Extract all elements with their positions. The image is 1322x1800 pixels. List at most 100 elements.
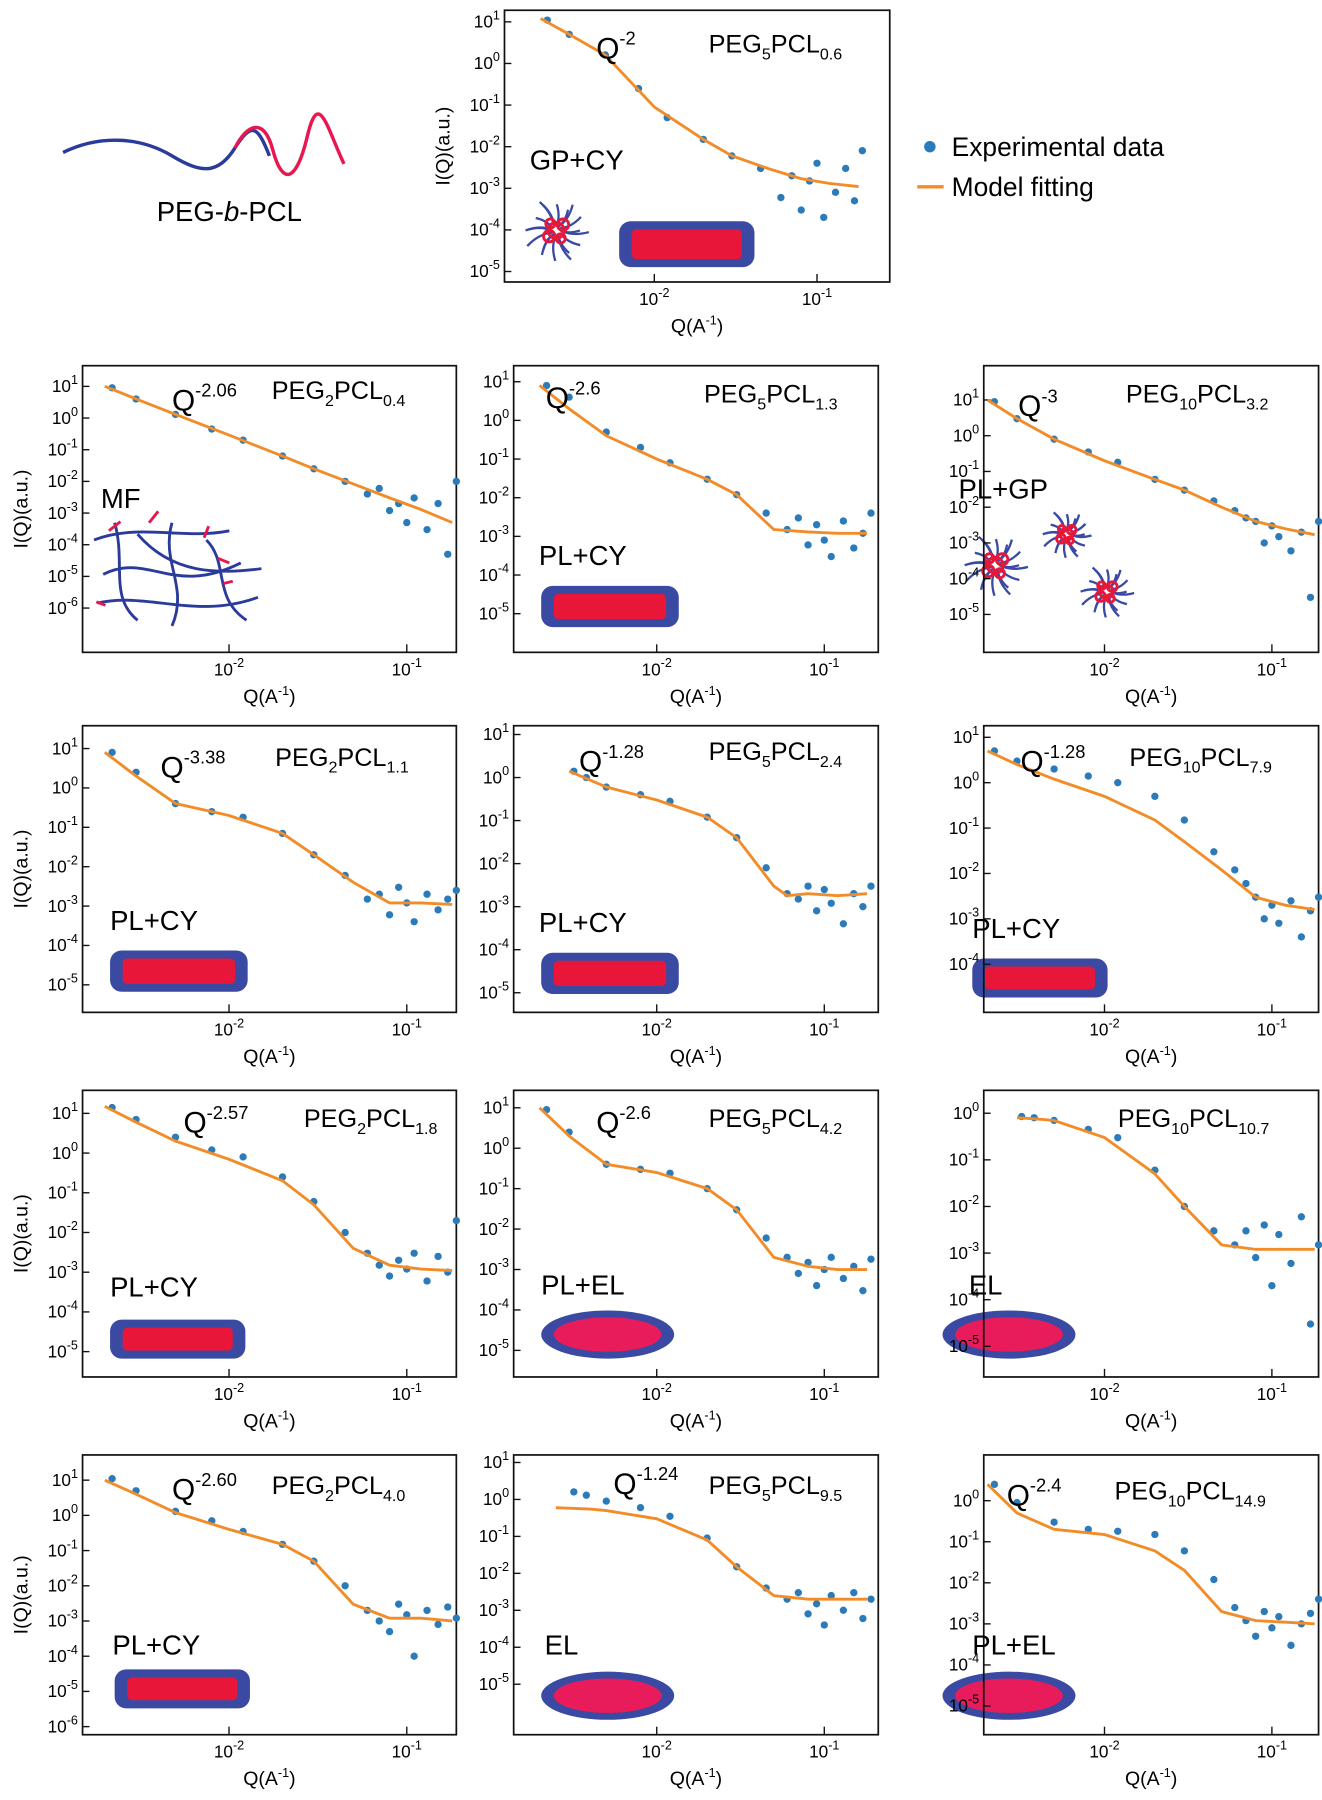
tick-base: 10: [48, 598, 67, 618]
y-tick-label: 10-1: [48, 1179, 78, 1202]
y-tick-label: 10-2: [48, 1219, 78, 1242]
tick-exp: -5: [968, 601, 979, 615]
tick-base: 10: [949, 1243, 968, 1263]
data-point: [812, 1281, 821, 1290]
sample-part: PEG: [1114, 1478, 1167, 1506]
data-point: [1314, 1595, 1322, 1603]
data-point: [602, 1497, 610, 1505]
tick-base: 10: [52, 778, 71, 798]
micelle-corona: [559, 216, 582, 230]
tick-exp: 1: [71, 1467, 78, 1481]
x-tick-label: 10-2: [1089, 656, 1119, 679]
sample-part: PEG: [1126, 380, 1179, 408]
y-tick-label: 10-1: [479, 1523, 509, 1546]
y-tick-label: 101: [483, 1094, 509, 1117]
data-point: [403, 1611, 411, 1619]
y-tick-label: 10-4: [48, 1643, 78, 1666]
data-point: [1314, 1241, 1322, 1249]
sample-part: PCL: [334, 377, 383, 405]
tick-exp: -3: [67, 893, 78, 907]
x-tick-label: 10-1: [392, 1016, 422, 1039]
model-line: [104, 1105, 453, 1273]
tick-exp: -1: [968, 458, 979, 472]
plot-frame: [81, 724, 458, 1014]
data-point: [1297, 933, 1306, 941]
tick-exp: -6: [67, 595, 78, 609]
tick-base: 10: [52, 1470, 71, 1490]
sample-sub: 1.3: [815, 395, 837, 413]
y-tick-label: 10-4: [479, 1634, 509, 1657]
tick-exp: 0: [972, 1487, 979, 1501]
tick-base: 10: [1089, 1019, 1108, 1039]
x-axis-label: Q(A-1): [670, 1766, 722, 1790]
y-axis-label: I(Q)(a.u.): [11, 1555, 33, 1634]
power-exp: -2.57: [207, 1102, 249, 1123]
y-tick-label: 10-4: [949, 565, 979, 588]
model-line: [104, 385, 453, 524]
y-axis-label: I(Q)(a.u.): [11, 470, 33, 549]
data-point: [410, 1249, 418, 1257]
tick-base: 10: [949, 909, 968, 929]
y-tick-label: 10-3: [949, 1240, 979, 1263]
tick-base: 10: [474, 53, 493, 73]
data-point: [341, 1228, 349, 1237]
data-point: [1210, 1227, 1218, 1235]
label-part: ): [716, 1768, 723, 1790]
data-point: [839, 517, 848, 525]
tick-base: 10: [953, 390, 972, 410]
sample-sub: 10: [1179, 395, 1197, 413]
data-point: [1287, 1641, 1295, 1650]
y-tick-label: 10-5: [48, 1338, 78, 1361]
x-tick-label: 10-1: [1257, 1381, 1287, 1404]
tick-exp: -5: [67, 563, 78, 577]
x-tick-label: 10-2: [214, 1016, 244, 1039]
tick-base: 10: [949, 497, 968, 517]
sample-name: PEG2PCL4.0: [272, 1472, 406, 1505]
tick-exp: -1: [828, 656, 839, 670]
label-part: Q(A: [670, 1768, 705, 1790]
y-tick-label: 101: [52, 735, 78, 758]
tick-exp: -5: [498, 600, 509, 614]
x-tick-label: 10-1: [1257, 656, 1287, 679]
data-point: [108, 748, 116, 757]
label-part: Q(A: [1125, 686, 1160, 708]
tick-base: 10: [52, 1505, 71, 1525]
model-line: [986, 749, 1315, 912]
morphology-label: PL+CY: [539, 540, 627, 571]
data-point: [423, 525, 431, 534]
sample-name: PEG10PCL7.9: [1129, 744, 1272, 777]
sample-sub: 2: [325, 1487, 334, 1505]
power-law: Q-2.57: [183, 1102, 248, 1140]
tick-exp: 1: [502, 368, 509, 382]
tick-base: 10: [479, 1259, 498, 1279]
tick-base: 10: [953, 1103, 972, 1123]
tick-base: 10: [48, 1611, 67, 1631]
tick-base: 10: [809, 1742, 828, 1762]
tick-exp: -2: [1108, 1381, 1119, 1395]
data-point: [542, 381, 551, 390]
label-sup: -1: [278, 1766, 289, 1780]
data-point: [1242, 1227, 1250, 1235]
model-line: [538, 1106, 868, 1271]
plot-frame: [512, 724, 880, 1014]
tick-base: 10: [953, 772, 972, 792]
y-tick-label: 10-5: [949, 601, 979, 624]
sample-sub: 5: [762, 1487, 771, 1505]
y-tick-label: 10-1: [48, 436, 78, 459]
x-tick-label: 10-2: [642, 1381, 672, 1404]
tick-exp: -5: [498, 1671, 509, 1685]
y-tick-label: 10-1: [48, 1537, 78, 1560]
power-base: Q: [183, 1107, 206, 1140]
model-line: [555, 1506, 868, 1601]
data-point: [410, 918, 418, 926]
morphology-label: MF: [101, 483, 141, 514]
x-tick-label: 10-1: [1257, 1739, 1287, 1762]
x-tick-label: 10-1: [392, 1381, 422, 1404]
y-tick-label: 10-3: [470, 175, 500, 198]
sample-part: PCL: [771, 31, 820, 59]
y-tick-label: 10-1: [470, 92, 500, 115]
y-axis-label: I(Q)(a.u.): [11, 1194, 33, 1273]
label-sup: -1: [1160, 684, 1171, 698]
